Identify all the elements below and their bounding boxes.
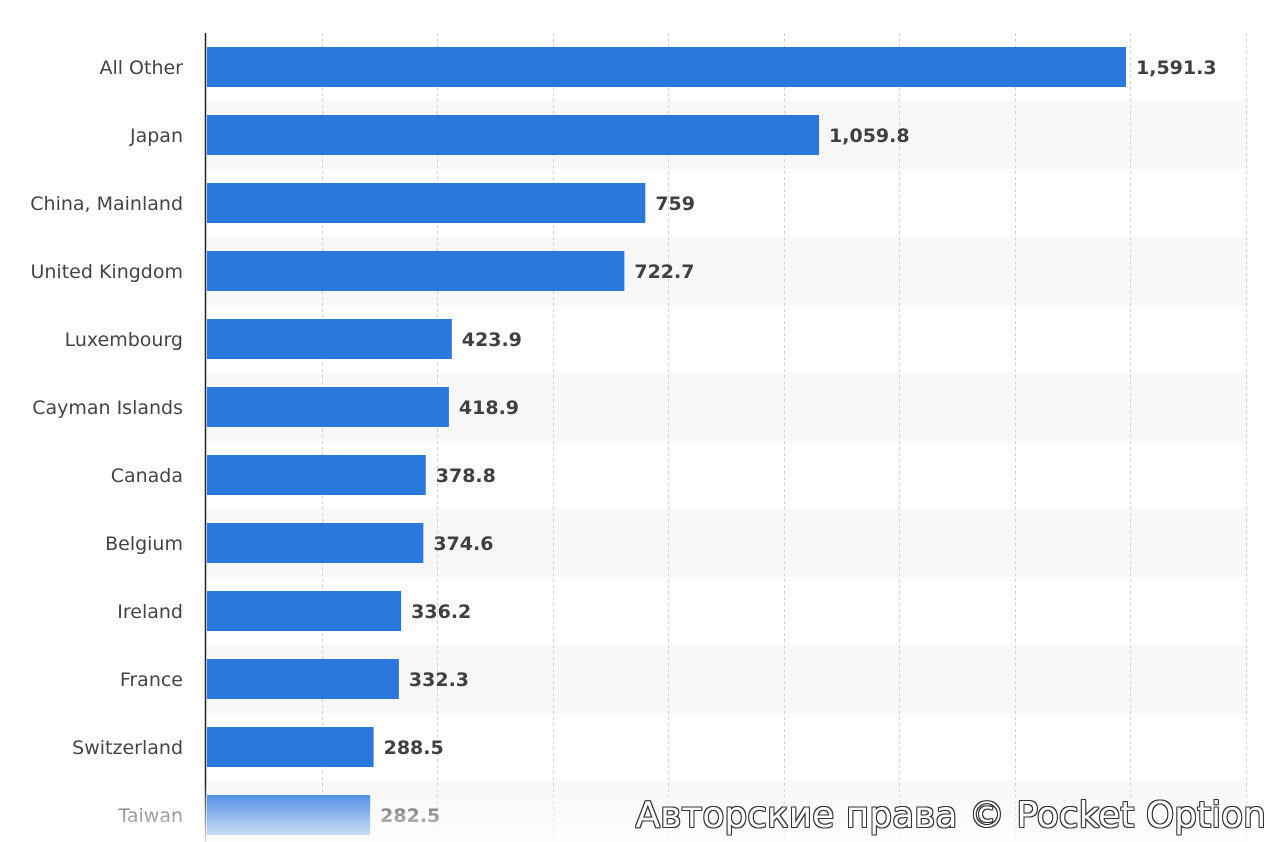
category-label: Canada xyxy=(111,465,183,487)
bar-all-other xyxy=(207,47,1126,87)
category-label: China, Mainland xyxy=(30,193,183,215)
category-label: Cayman Islands xyxy=(32,397,183,419)
category-label: France xyxy=(120,669,183,691)
category-label: United Kingdom xyxy=(30,261,183,283)
watermark: Авторские права © Pocket Option xyxy=(635,795,1267,836)
value-label: 759 xyxy=(655,193,695,215)
bar-canada xyxy=(207,455,426,495)
bar-belgium xyxy=(207,523,424,563)
category-label: Luxembourg xyxy=(65,329,183,351)
bar-japan xyxy=(207,115,820,155)
bar-china-mainland xyxy=(207,183,646,223)
bar-taiwan xyxy=(207,795,371,835)
value-label: 336.2 xyxy=(411,601,471,623)
category-label: Belgium xyxy=(105,533,183,555)
value-label: 288.5 xyxy=(384,737,444,759)
value-label: 332.3 xyxy=(409,669,469,691)
value-label: 374.6 xyxy=(433,533,493,555)
bar-switzerland xyxy=(207,727,374,767)
category-label: Ireland xyxy=(117,601,183,623)
category-label: All Other xyxy=(99,57,183,79)
bar-luxembourg xyxy=(207,319,452,359)
value-label: 1,059.8 xyxy=(829,125,910,147)
bar-cayman-islands xyxy=(207,387,449,427)
value-label: 378.8 xyxy=(436,465,496,487)
category-label: Japan xyxy=(129,125,183,147)
value-label: 423.9 xyxy=(462,329,522,351)
category-label: Switzerland xyxy=(72,737,183,759)
bar-united-kingdom xyxy=(207,251,625,291)
value-label: 1,591.3 xyxy=(1136,57,1217,79)
value-label: 418.9 xyxy=(459,397,519,419)
category-label: Taiwan xyxy=(117,805,183,827)
value-label: 282.5 xyxy=(380,805,440,827)
value-label: 722.7 xyxy=(634,261,694,283)
bar-france xyxy=(207,659,399,699)
bar-ireland xyxy=(207,591,402,631)
